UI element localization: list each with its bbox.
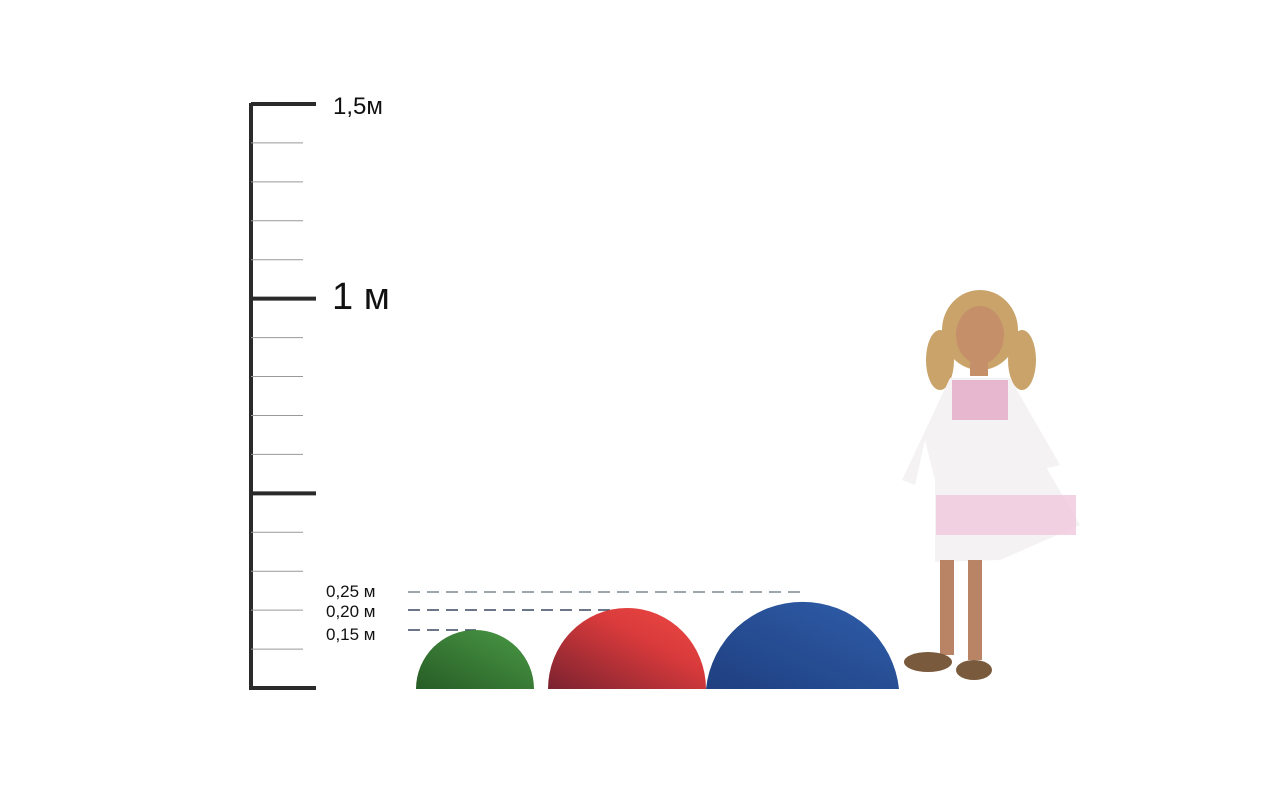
height-label-015: 0,15 м	[326, 625, 376, 644]
blue-dome	[706, 601, 899, 689]
height-label-025: 0,25 м	[326, 582, 376, 601]
label-1m: 1 м	[332, 276, 390, 318]
child-figure	[902, 290, 1080, 680]
height-label-020: 0,20 м	[326, 602, 376, 621]
label-1-5m: 1,5м	[333, 93, 383, 120]
red-dome	[548, 607, 706, 689]
ruler	[249, 102, 316, 690]
green-dome	[416, 630, 534, 689]
height-markers: 0,25 м 0,20 м 0,15 м	[326, 582, 800, 644]
